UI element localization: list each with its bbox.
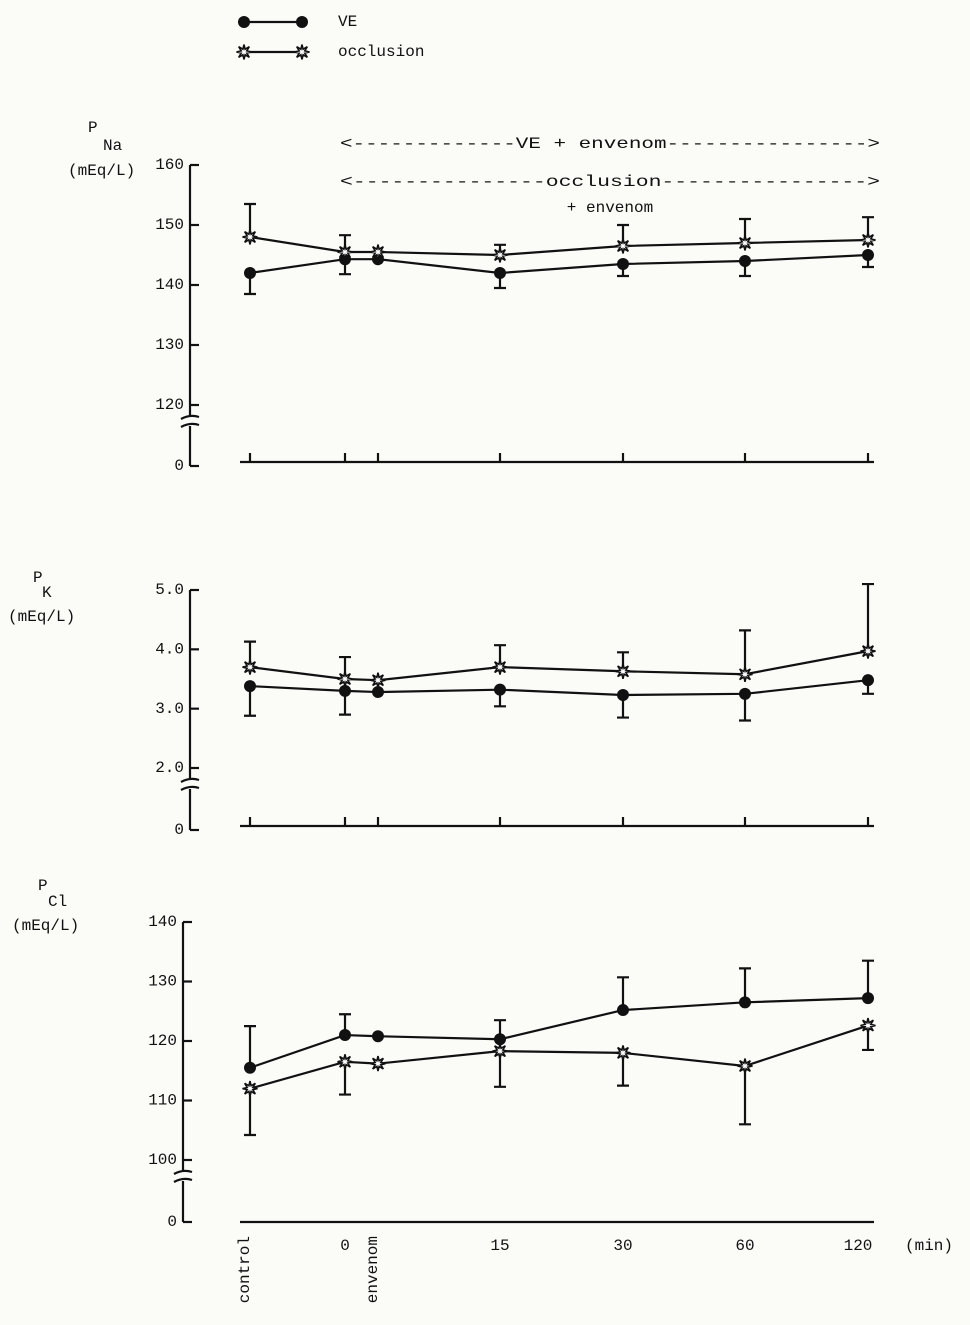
x-tick-label: envenom	[364, 1236, 382, 1303]
axis-break	[180, 414, 200, 420]
error-bar	[739, 1065, 751, 1126]
y-tick-label: 0	[174, 457, 184, 475]
marker	[862, 992, 874, 1005]
marker	[737, 666, 753, 682]
x-tick-label: 60	[735, 1237, 754, 1255]
legend-marker	[238, 16, 250, 28]
marker	[617, 1004, 629, 1017]
marker	[337, 1054, 353, 1070]
marker	[244, 1061, 256, 1074]
marker	[617, 258, 629, 270]
y-tick-label: 5.0	[155, 581, 184, 599]
legend-marker	[294, 44, 310, 60]
marker	[860, 232, 876, 248]
annotation: <---------------occlusion---------------…	[340, 173, 880, 191]
y-tick-label: 100	[148, 1151, 177, 1169]
marker	[492, 659, 508, 675]
y-tick-label: 120	[155, 396, 184, 414]
x-tick-label: 0	[340, 1237, 350, 1255]
marker	[494, 683, 506, 696]
y-tick-label: 160	[155, 156, 184, 174]
axis-break	[173, 1177, 193, 1183]
legend-marker	[236, 44, 252, 60]
y-label: P	[33, 569, 43, 587]
marker	[860, 1017, 876, 1034]
marker	[242, 659, 258, 675]
error-bar	[244, 1025, 256, 1068]
y-tick-label: 150	[155, 216, 184, 234]
y-tick-label: 3.0	[155, 700, 184, 718]
marker	[737, 1058, 753, 1074]
marker	[372, 1030, 384, 1043]
marker	[492, 1043, 508, 1059]
x-tick-label: control	[236, 1236, 254, 1303]
y-tick-label: 4.0	[155, 641, 184, 659]
marker	[862, 674, 874, 687]
marker	[494, 1033, 506, 1046]
error-bar	[862, 582, 874, 652]
y-label-unit: (mEq/L)	[8, 608, 75, 626]
y-label-subscript: K	[42, 584, 52, 602]
marker	[339, 684, 351, 697]
y-tick-label: 140	[148, 913, 177, 931]
axis-break	[173, 1169, 193, 1175]
y-tick-label: 120	[148, 1032, 177, 1050]
y-tick-label: 130	[155, 336, 184, 354]
y-label: P	[88, 119, 98, 137]
marker	[739, 255, 751, 267]
x-tick-label: 15	[490, 1237, 509, 1255]
y-tick-label: 110	[148, 1092, 177, 1110]
marker	[492, 247, 508, 263]
axis-break	[180, 785, 200, 791]
annotation: <-------------VE + envenom--------------…	[340, 135, 880, 153]
x-tick-label: 30	[613, 1237, 632, 1255]
axis-break	[180, 422, 200, 428]
y-tick-label: 130	[148, 973, 177, 991]
marker	[370, 1055, 386, 1072]
y-tick-label: 2.0	[155, 759, 184, 777]
y-tick-label: 0	[174, 821, 184, 839]
marker	[370, 244, 386, 260]
marker	[860, 643, 876, 659]
marker	[739, 996, 751, 1009]
marker	[615, 663, 631, 679]
marker	[337, 671, 353, 687]
marker	[617, 689, 629, 702]
marker	[337, 244, 353, 260]
y-label-unit: (mEq/L)	[68, 162, 135, 180]
marker	[370, 672, 386, 688]
marker	[737, 235, 753, 251]
marker	[244, 680, 256, 693]
marker	[862, 249, 874, 261]
axis-break	[180, 777, 200, 783]
marker	[244, 267, 256, 279]
marker	[339, 1029, 351, 1042]
marker	[242, 1080, 258, 1097]
legend-label: occlusion	[338, 43, 424, 61]
legend-marker	[296, 16, 308, 28]
marker	[615, 1045, 631, 1061]
y-label-subscript: Cl	[48, 893, 67, 911]
annotation: + envenom	[567, 199, 653, 217]
legend-label: VE	[338, 13, 357, 31]
marker	[615, 238, 631, 254]
marker	[739, 687, 751, 700]
y-tick-label: 0	[167, 1213, 177, 1231]
marker	[372, 686, 384, 699]
y-label-subscript: Na	[103, 137, 123, 155]
marker	[494, 267, 506, 279]
marker	[242, 229, 258, 245]
error-bar	[862, 959, 874, 999]
y-tick-label: 140	[155, 276, 184, 294]
x-tick-label: 120	[844, 1237, 873, 1255]
x-label: (min)	[905, 1237, 953, 1255]
error-bar	[244, 1088, 256, 1137]
y-label-unit: (mEq/L)	[12, 917, 79, 935]
y-label: P	[38, 877, 48, 895]
